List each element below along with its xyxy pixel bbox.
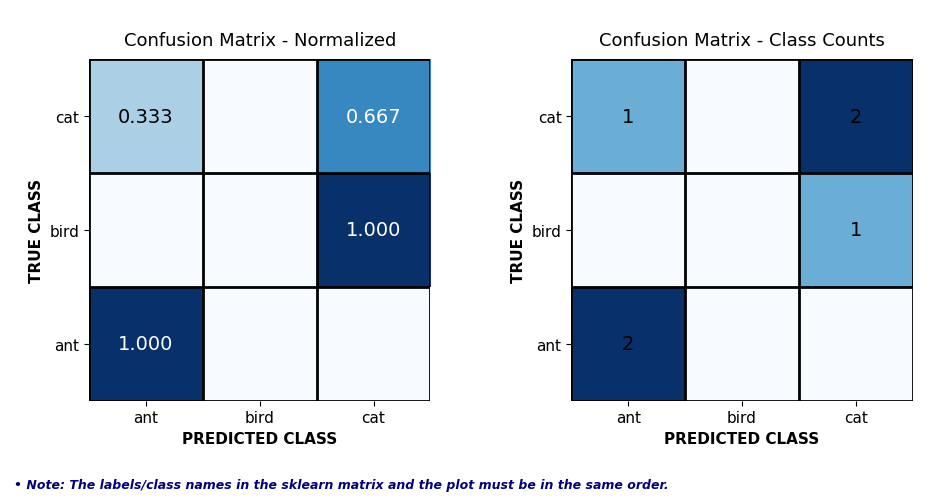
- Title: Confusion Matrix - Class Counts: Confusion Matrix - Class Counts: [598, 32, 884, 50]
- Text: 1: 1: [849, 221, 861, 240]
- X-axis label: PREDICTED CLASS: PREDICTED CLASS: [182, 431, 337, 446]
- Text: 1: 1: [621, 107, 633, 126]
- Text: 1.000: 1.000: [346, 221, 401, 240]
- Text: 2: 2: [849, 107, 861, 126]
- Y-axis label: TRUE CLASS: TRUE CLASS: [511, 178, 526, 283]
- Text: 0.333: 0.333: [118, 107, 174, 126]
- Text: 2: 2: [621, 335, 633, 354]
- Y-axis label: TRUE CLASS: TRUE CLASS: [29, 178, 43, 283]
- Text: • Note: The labels/class names in the sklearn matrix and the plot must be in the: • Note: The labels/class names in the sk…: [14, 478, 668, 491]
- Text: 0.667: 0.667: [346, 107, 401, 126]
- Title: Confusion Matrix - Normalized: Confusion Matrix - Normalized: [124, 32, 396, 50]
- Text: 1.000: 1.000: [118, 335, 174, 354]
- X-axis label: PREDICTED CLASS: PREDICTED CLASS: [664, 431, 818, 446]
